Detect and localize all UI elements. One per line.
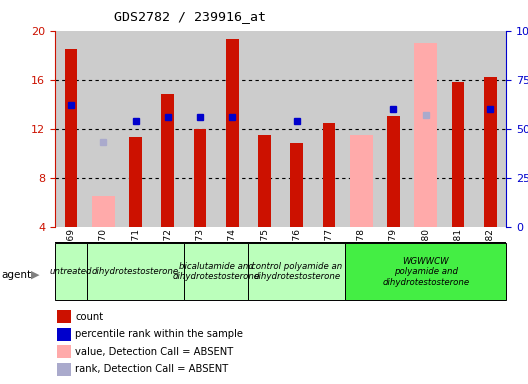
FancyBboxPatch shape	[87, 243, 184, 300]
Bar	[226, 39, 239, 227]
Text: rank, Detection Call = ABSENT: rank, Detection Call = ABSENT	[75, 364, 229, 374]
Bar	[258, 135, 271, 227]
Text: untreated: untreated	[50, 267, 92, 276]
Bar	[414, 43, 437, 227]
Bar	[57, 362, 71, 376]
Text: count: count	[75, 312, 103, 322]
Bar	[57, 310, 71, 323]
Text: GDS2782 / 239916_at: GDS2782 / 239916_at	[114, 10, 266, 23]
FancyBboxPatch shape	[345, 243, 506, 300]
Text: WGWWCW
polyamide and
dihydrotestosterone: WGWWCW polyamide and dihydrotestosterone	[382, 257, 469, 286]
Bar	[323, 122, 335, 227]
FancyBboxPatch shape	[184, 243, 248, 300]
Bar	[194, 129, 206, 227]
Bar	[129, 137, 142, 227]
Bar	[350, 135, 373, 227]
Text: control polyamide an
dihydrotestosterone: control polyamide an dihydrotestosterone	[251, 262, 342, 281]
Bar	[451, 82, 465, 227]
Bar	[162, 94, 174, 227]
Bar	[57, 345, 71, 358]
Text: dihydrotestosterone: dihydrotestosterone	[92, 267, 179, 276]
Bar	[64, 49, 78, 227]
Text: value, Detection Call = ABSENT: value, Detection Call = ABSENT	[75, 347, 233, 357]
Bar	[387, 116, 400, 227]
Text: ▶: ▶	[31, 270, 39, 280]
Text: agent: agent	[1, 270, 31, 280]
Bar	[290, 143, 303, 227]
FancyBboxPatch shape	[248, 243, 345, 300]
Text: percentile rank within the sample: percentile rank within the sample	[75, 329, 243, 339]
Bar	[57, 328, 71, 341]
Text: bicalutamide and
dihydrotestosterone: bicalutamide and dihydrotestosterone	[173, 262, 260, 281]
Bar	[484, 77, 497, 227]
FancyBboxPatch shape	[55, 243, 87, 300]
Bar	[92, 196, 115, 227]
